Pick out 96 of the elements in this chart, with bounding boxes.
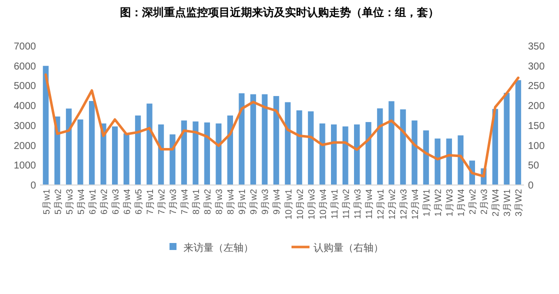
y-tick-label: 7000 [14, 42, 36, 52]
y-tick-label: 0 [30, 180, 36, 192]
y2-tick-label: 150 [528, 120, 546, 132]
bar [192, 121, 198, 185]
x-tick-label: 10月w1 [283, 189, 294, 220]
x-tick-label: 5月w3 [64, 189, 74, 215]
bar [296, 110, 302, 185]
bar [112, 126, 118, 185]
x-tick-label: 9月w2 [248, 189, 259, 215]
x-tick-label: 10月w3 [306, 189, 316, 220]
y-tick-label: 1000 [14, 160, 36, 172]
x-tick-label: 10月w2 [294, 189, 305, 220]
bar [284, 102, 291, 185]
x-tick-label: 6月w2 [98, 189, 109, 215]
bar [400, 109, 406, 185]
y2-tick-label: 200 [528, 101, 546, 112]
bar [446, 138, 452, 185]
bar [434, 138, 440, 185]
x-tick-label: 12月w1 [375, 189, 386, 220]
x-tick-label: 5月w4 [76, 189, 86, 215]
x-tick-label: 1月W1 [422, 189, 432, 217]
x-tick-label: 10月w4 [318, 189, 328, 220]
bar [458, 135, 464, 185]
x-tick-label: 6月w3 [110, 189, 120, 215]
bar [170, 134, 176, 185]
bar [515, 80, 522, 185]
bar [262, 94, 268, 185]
bar [181, 120, 187, 185]
bar [412, 120, 418, 185]
bar [158, 124, 164, 185]
bar [250, 94, 256, 185]
x-tick-label: 9月w4 [272, 189, 282, 215]
y2-tick-label: 300 [528, 61, 546, 72]
x-tick-label: 7月w2 [156, 189, 166, 215]
x-tick-label: 1月W4 [456, 189, 466, 217]
bar [308, 111, 314, 185]
x-tick-label: 3月W2 [514, 189, 524, 217]
bar [319, 123, 326, 185]
x-tick-label: 1月W3 [444, 189, 455, 217]
bar [342, 126, 348, 185]
y2-tick-label: 250 [528, 81, 546, 92]
bar [88, 101, 95, 185]
bar [77, 119, 84, 185]
bar [388, 101, 394, 185]
bar [238, 93, 245, 185]
x-tick-label: 8月w3 [214, 189, 224, 215]
bar [216, 123, 222, 185]
bar [330, 124, 337, 185]
chart-title: 图：深圳重点监控项目近期来访及实时认购走势（单位：组，套） [120, 6, 439, 19]
x-tick-label: 12月w2 [386, 189, 397, 220]
y-tick-label: 4000 [14, 101, 36, 112]
x-tick-label: 5月w1 [41, 189, 52, 215]
x-tick-label: 12月w3 [398, 189, 408, 220]
bar [146, 104, 152, 185]
x-tick-label: 11月w3 [352, 189, 362, 219]
bar [204, 122, 210, 185]
x-tick-label: 8月w1 [191, 189, 202, 215]
x-tick-label: 2月w2 [468, 189, 478, 215]
x-tick-label: 7月w4 [180, 189, 190, 215]
x-tick-label: 2月w3 [479, 189, 490, 215]
x-tick-label: 5月w2 [52, 189, 63, 215]
x-tick-label: 11月w1 [329, 189, 340, 219]
bar [273, 96, 280, 185]
y2-tick-label: 50 [528, 160, 540, 172]
x-tick-label: 7月w3 [168, 189, 178, 215]
bar [124, 133, 130, 185]
y-tick-label: 5000 [14, 81, 36, 92]
x-tick-label: 9月w1 [237, 189, 248, 215]
x-tick-label: 1月W2 [433, 189, 444, 217]
x-tick-label: 8月w4 [226, 189, 236, 215]
legend-label: 认购量（右轴） [314, 242, 384, 254]
y2-tick-label: 350 [528, 42, 546, 52]
x-tick-label: 7月w1 [144, 189, 155, 215]
y-tick-label: 3000 [14, 120, 36, 132]
y2-tick-label: 0 [528, 180, 534, 192]
x-tick-label: 8月w2 [202, 189, 213, 215]
bar [135, 116, 141, 185]
x-tick-label: 6月w5 [133, 189, 144, 215]
x-tick-label: 6月w1 [87, 189, 98, 215]
x-tick-label: 2月W4 [490, 189, 501, 217]
bar [366, 122, 372, 185]
x-tick-label: 6月w4 [122, 189, 132, 215]
bar [423, 130, 429, 185]
bar [66, 108, 72, 185]
y-tick-label: 2000 [14, 140, 36, 152]
x-tick-label: 9月w3 [260, 189, 270, 215]
x-tick-label: 11月w2 [340, 189, 351, 219]
x-tick-label: 11月w4 [364, 189, 374, 219]
y-tick-label: 6000 [14, 61, 36, 72]
x-tick-label: 3月W1 [502, 189, 512, 217]
bar [354, 124, 360, 185]
bar [377, 108, 383, 185]
legend-label: 来访量（左轴） [184, 242, 254, 254]
bar [504, 92, 510, 185]
y2-tick-label: 100 [528, 140, 546, 152]
x-tick-label: 12月w4 [410, 189, 420, 220]
